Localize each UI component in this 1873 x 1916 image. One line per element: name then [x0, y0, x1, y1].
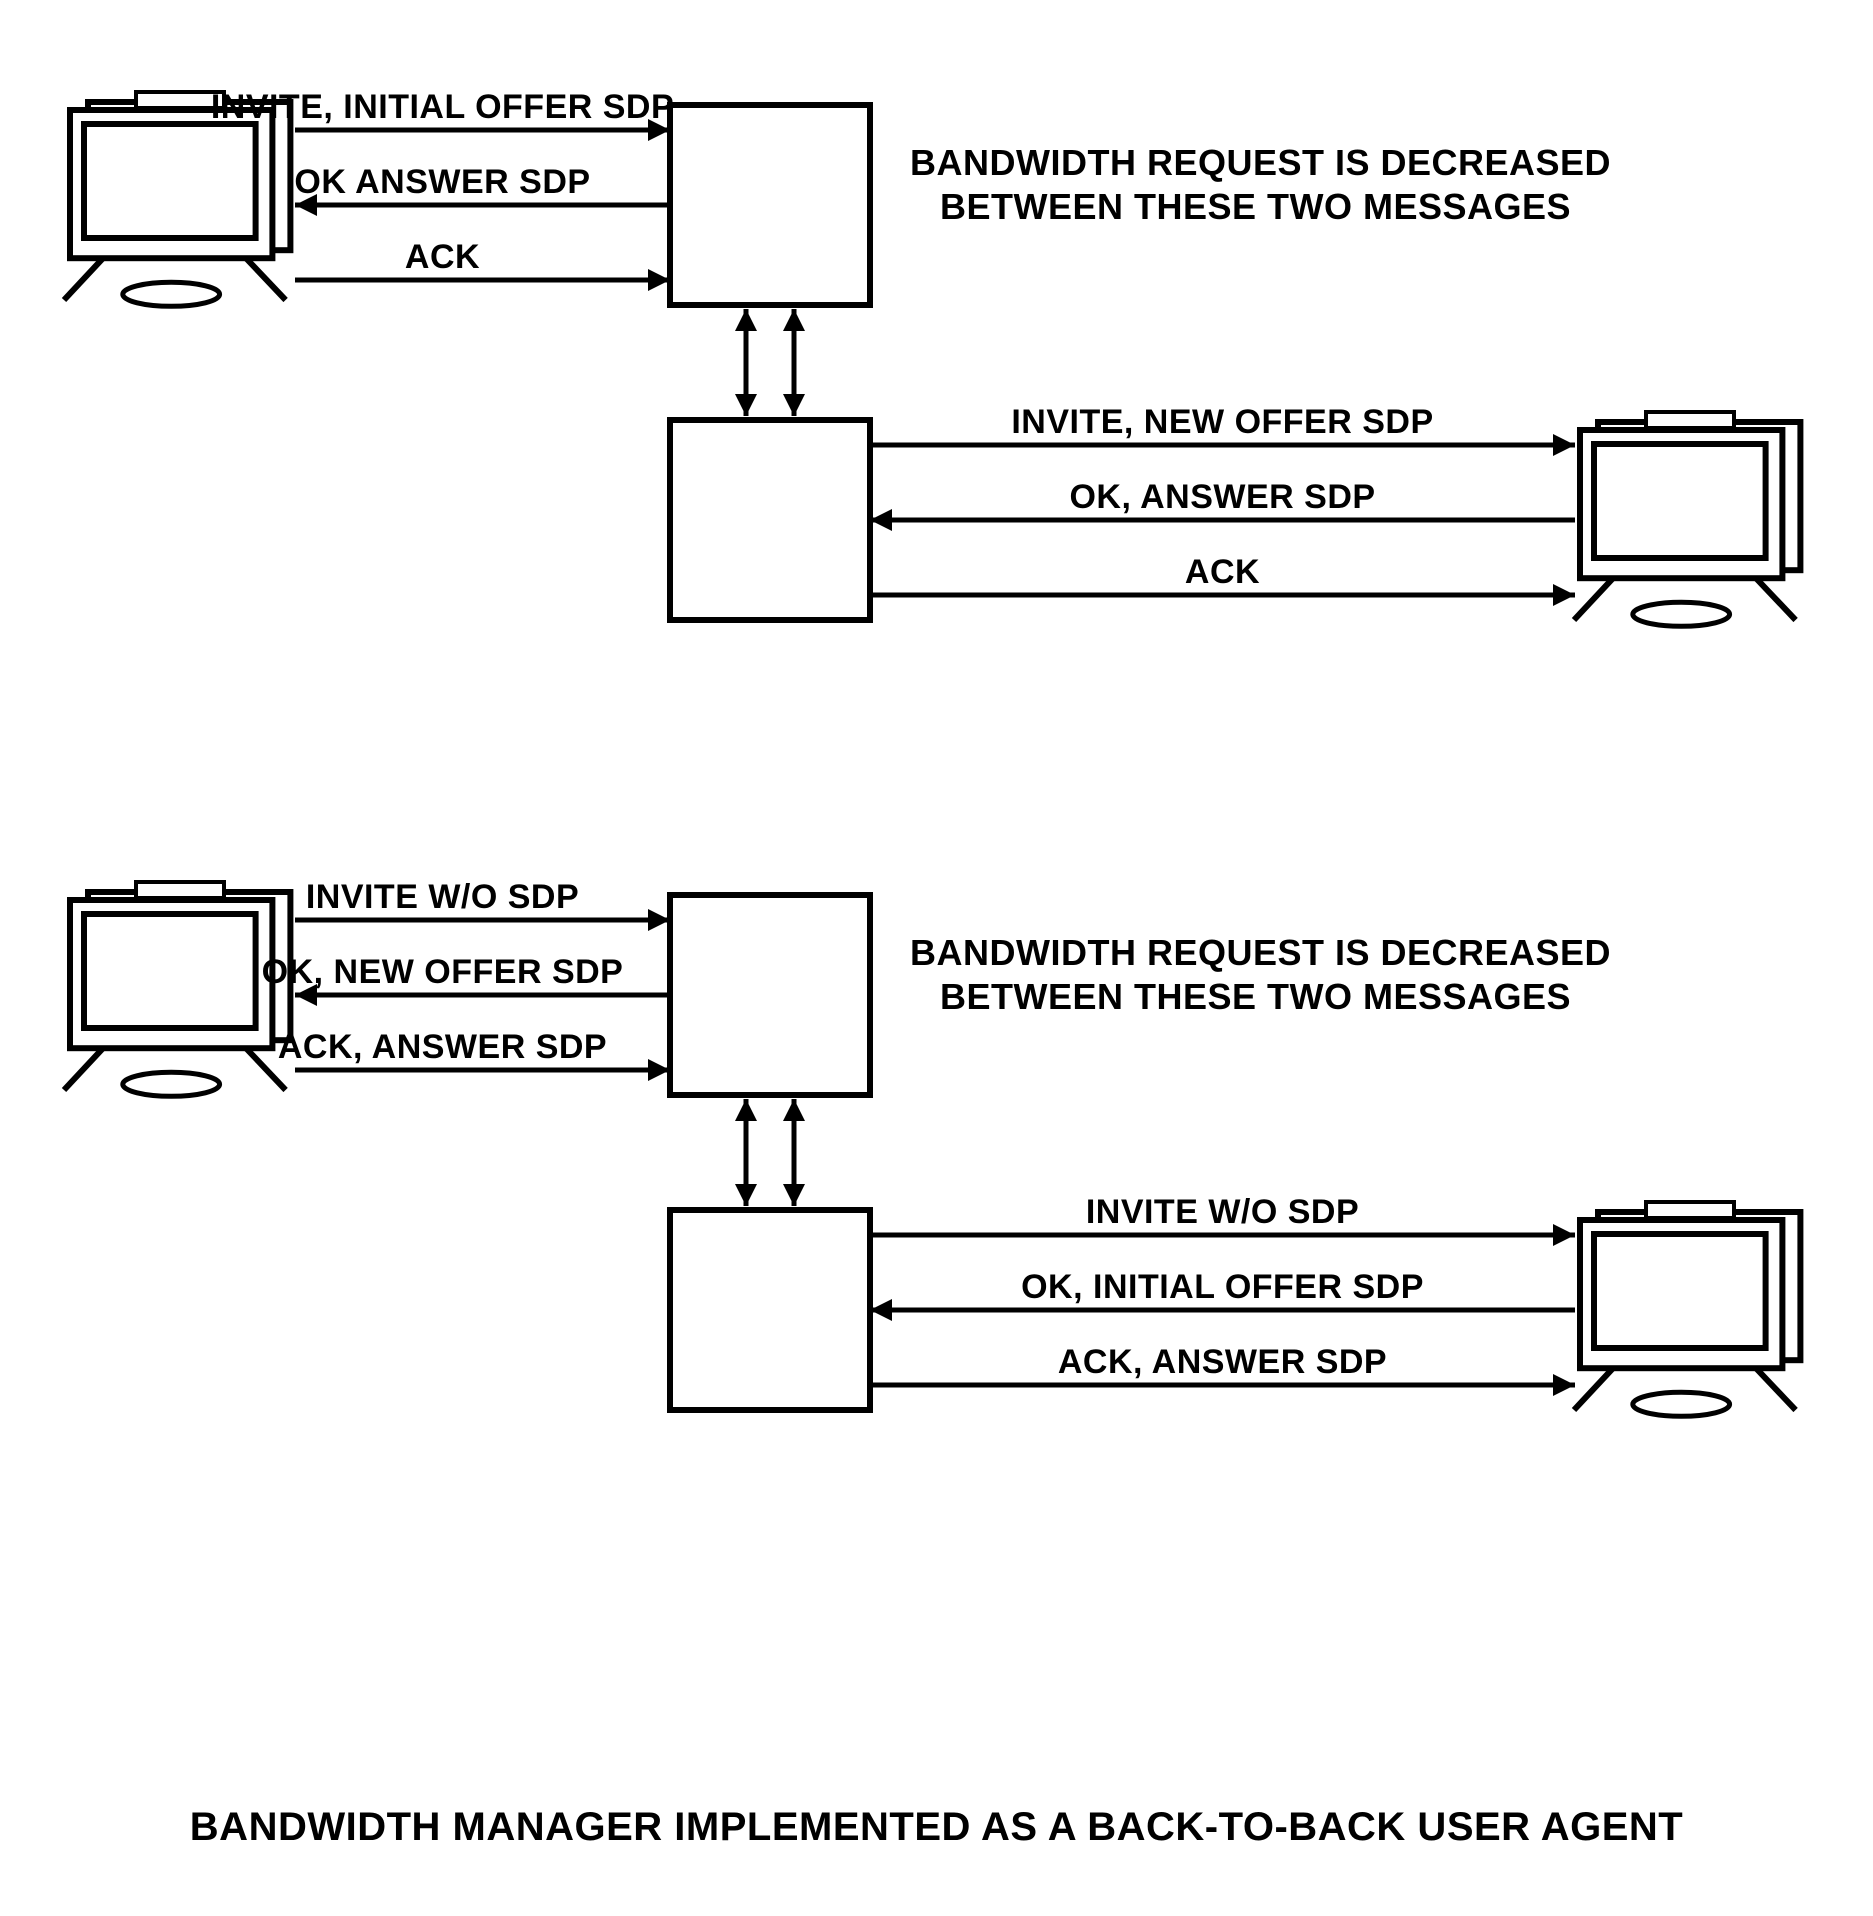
- b2bua-upper: [670, 895, 870, 1095]
- endpoint-right: [1574, 412, 1800, 626]
- b2bua-upper: [670, 105, 870, 305]
- msg-label: OK ANSWER SDP: [294, 163, 590, 201]
- msg-label: OK, ANSWER SDP: [1069, 478, 1375, 516]
- scenario-1: INVITE, INITIAL OFFER SDP OK ANSWER SDP AC…: [64, 88, 1800, 626]
- msg-label: INVITE, NEW OFFER SDP: [1011, 403, 1433, 441]
- msg-label: OK, INITIAL OFFER SDP: [1021, 1268, 1424, 1306]
- msg-label: INVITE, INITIAL OFFER SDP: [211, 88, 674, 126]
- msg-arrow: [295, 269, 670, 291]
- annotation: BANDWIDTH REQUEST IS DECREASED: [910, 932, 1611, 973]
- endpoint-right: [1574, 1202, 1800, 1416]
- annotation: BANDWIDTH REQUEST IS DECREASED: [910, 142, 1611, 183]
- msg-label: ACK: [405, 238, 480, 276]
- msg-label: ACK: [1185, 553, 1260, 591]
- endpoint-left: [64, 882, 290, 1096]
- msg-label: INVITE W/O SDP: [1086, 1193, 1359, 1231]
- caption: BANDWIDTH MANAGER IMPLEMENTED AS A BACK-…: [190, 1805, 1683, 1849]
- annotation: BETWEEN THESE TWO MESSAGES: [940, 976, 1571, 1017]
- msg-label: ACK, ANSWER SDP: [1058, 1343, 1387, 1381]
- msg-label: INVITE W/O SDP: [306, 878, 579, 916]
- annotation: BETWEEN THESE TWO MESSAGES: [940, 186, 1571, 227]
- msg-label: ACK, ANSWER SDP: [278, 1028, 607, 1066]
- scenario-2: INVITE W/O SDP OK, NEW OFFER SDP ACK, ANSW…: [64, 878, 1800, 1416]
- b2bua-lower: [670, 420, 870, 620]
- msg-label: OK, NEW OFFER SDP: [262, 953, 624, 991]
- b2bua-lower: [670, 1210, 870, 1410]
